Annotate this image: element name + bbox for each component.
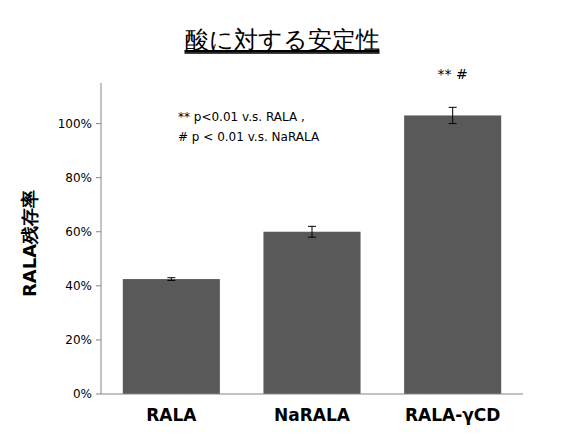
error-cap	[308, 226, 316, 227]
y-axis	[101, 83, 102, 394]
bar	[263, 232, 360, 394]
y-tick-label: 0%	[73, 387, 92, 401]
title-underline	[185, 52, 380, 54]
significance-label: ** #	[438, 66, 468, 82]
error-cap	[449, 123, 457, 124]
y-tick-label: 20%	[65, 333, 92, 347]
bars	[123, 107, 501, 394]
x-tick-label: NaRALA	[274, 405, 351, 425]
error-cap	[167, 280, 175, 281]
error-cap	[449, 107, 457, 108]
y-tick	[96, 231, 101, 232]
error-stem	[452, 107, 453, 123]
y-axis-label: RALA残存率	[19, 190, 40, 297]
error-cap	[167, 277, 175, 278]
x-axis	[101, 394, 523, 395]
error-bar	[308, 226, 316, 237]
bar	[404, 115, 501, 394]
note: # p < 0.01 v.s. NaRALA	[178, 130, 320, 144]
error-bar	[167, 278, 175, 281]
y-tick	[96, 339, 101, 340]
x-tick-label: RALA	[146, 405, 197, 425]
error-cap	[308, 237, 316, 238]
y-tick	[96, 285, 101, 286]
y-tick	[96, 177, 101, 178]
x-tick-label: RALA-γCD	[405, 405, 500, 425]
bar	[123, 279, 220, 394]
error-stem	[312, 226, 313, 237]
error-bar	[449, 107, 457, 123]
y-tick-label: 100%	[58, 117, 92, 131]
y-tick	[96, 394, 101, 395]
y-tick-label: 80%	[65, 171, 92, 185]
note: ** p<0.01 v.s. RALA ,	[178, 110, 305, 124]
y-tick	[96, 123, 101, 124]
y-tick-label: 60%	[65, 225, 92, 239]
y-tick-label: 40%	[65, 279, 92, 293]
chart-title: 酸に対する安定性	[185, 26, 380, 54]
